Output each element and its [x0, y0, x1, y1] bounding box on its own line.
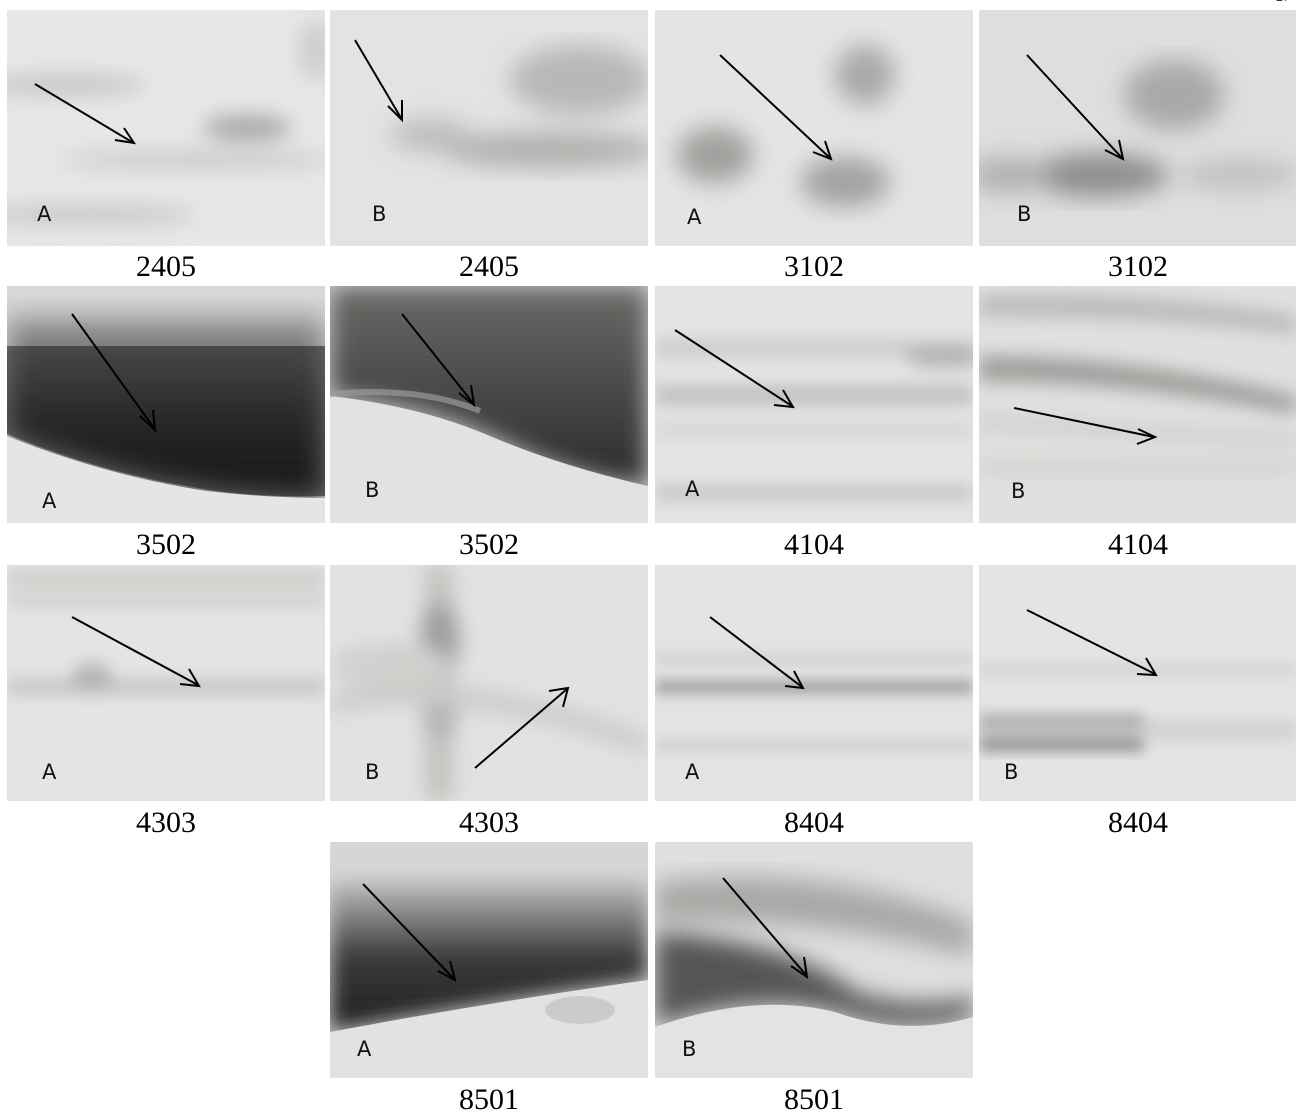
- panel-caption: 8501: [330, 1085, 648, 1115]
- gel-panel-8501-b: B: [655, 842, 973, 1078]
- panel-label: B: [1011, 481, 1025, 502]
- panel-label: A: [37, 204, 51, 225]
- panel-label: A: [42, 762, 56, 783]
- gel-panel-8404-b: B: [979, 565, 1296, 801]
- panel-label: A: [357, 1039, 371, 1060]
- gel-panel-3502-a: A: [7, 286, 325, 523]
- gel-panel-3102-a: A: [655, 10, 973, 246]
- panel-caption: 8501: [655, 1085, 973, 1115]
- gel-panel-8404-a: A: [655, 565, 973, 801]
- gel-panel-4104-a: A: [655, 286, 973, 523]
- arrow-icon: [655, 10, 973, 246]
- panel-label: A: [42, 491, 56, 512]
- panel-label: A: [687, 207, 701, 228]
- arrow-icon: [655, 286, 973, 523]
- gel-panel-3102-b: B: [979, 10, 1296, 246]
- gel-panel-4303-a: A: [7, 565, 325, 801]
- panel-label: B: [682, 1039, 696, 1060]
- gel-panel-3502-b: B: [330, 286, 648, 523]
- panel-label: B: [365, 762, 379, 783]
- gel-panel-2405-b: B: [330, 10, 648, 246]
- arrow-icon: [979, 565, 1296, 801]
- arrow-icon: [979, 286, 1296, 523]
- panel-caption: 2405: [330, 252, 648, 282]
- panel-caption: 4104: [655, 530, 973, 560]
- arrow-icon: [330, 842, 648, 1078]
- gel-panel-8501-a: A: [330, 842, 648, 1078]
- panel-label: A: [685, 762, 699, 783]
- panel-caption: 3502: [7, 530, 325, 560]
- panel-label: B: [372, 204, 386, 225]
- arrow-icon: [655, 842, 973, 1078]
- panel-caption: 3102: [655, 252, 973, 282]
- gel-panel-4303-b: B: [330, 565, 648, 801]
- panel-caption: 4303: [330, 808, 648, 838]
- panel-label: B: [365, 480, 379, 501]
- panel-caption: 8404: [655, 808, 973, 838]
- panel-caption: 8404: [979, 808, 1296, 838]
- panel-label: A: [685, 479, 699, 500]
- panel-caption: 3102: [979, 252, 1296, 282]
- arrow-icon: [655, 565, 973, 801]
- panel-caption: 2405: [7, 252, 325, 282]
- panel-caption: 3502: [330, 530, 648, 560]
- arrow-icon: [7, 10, 325, 246]
- panel-label: B: [1004, 762, 1018, 783]
- panel-caption: 4303: [7, 808, 325, 838]
- page-number: 27: [1276, 0, 1296, 6]
- gel-panel-2405-a: A: [7, 10, 325, 246]
- arrow-icon: [7, 286, 325, 523]
- panel-caption: 4104: [979, 530, 1296, 560]
- gel-panel-4104-b: B: [979, 286, 1296, 523]
- panel-label: B: [1017, 204, 1031, 225]
